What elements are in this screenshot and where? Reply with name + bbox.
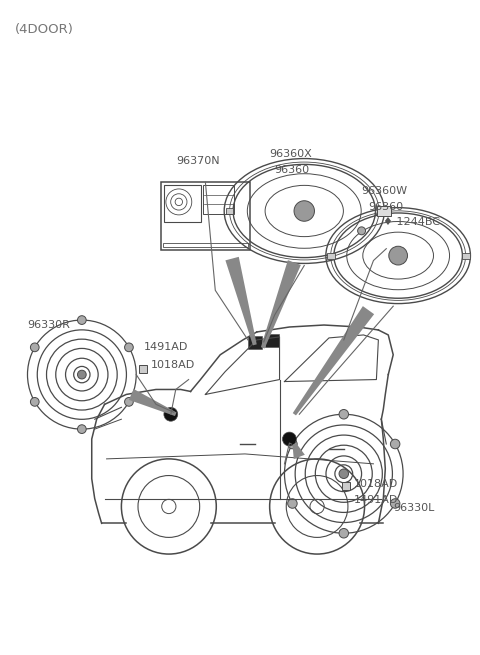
Polygon shape [226,257,257,345]
Bar [375,208,383,214]
Bar [226,208,233,214]
Bar [164,185,201,222]
Circle shape [390,498,400,508]
Bar [377,206,391,216]
Bar [327,253,335,259]
Text: ♦ 1244BC: ♦ 1244BC [384,217,440,227]
Bar [161,182,250,250]
Text: 96360X: 96360X [270,149,312,159]
Circle shape [288,440,297,449]
Polygon shape [261,260,301,348]
Bar [163,243,248,247]
Bar [342,481,350,490]
Bar [264,334,278,347]
Circle shape [389,246,408,265]
Text: 96330L: 96330L [393,504,434,514]
Polygon shape [293,306,374,415]
Text: 1491AD: 1491AD [144,342,189,352]
Circle shape [77,370,86,379]
Circle shape [294,200,314,221]
Text: 96330R: 96330R [27,320,71,330]
Circle shape [283,432,296,446]
Circle shape [288,498,297,508]
Bar [203,185,234,214]
Text: 1018AD: 1018AD [354,479,398,489]
Text: 96360W: 96360W [361,186,408,196]
Circle shape [125,398,133,406]
Circle shape [125,343,133,352]
Circle shape [30,398,39,406]
Bar [248,336,262,349]
Polygon shape [292,443,305,459]
Circle shape [339,409,348,419]
Circle shape [30,343,39,352]
Circle shape [77,425,86,434]
Bar [462,253,469,259]
Circle shape [164,407,178,421]
Circle shape [77,316,86,324]
Circle shape [358,227,366,234]
Text: 96370N: 96370N [176,157,219,166]
Text: (4DOOR): (4DOOR) [14,23,73,35]
Text: 96360: 96360 [369,202,404,212]
Polygon shape [129,389,177,416]
Circle shape [339,529,348,538]
Text: 1491AD: 1491AD [354,495,398,506]
Text: 1018AD: 1018AD [151,360,195,369]
Text: 96360: 96360 [275,165,310,176]
Circle shape [390,440,400,449]
Circle shape [339,469,348,479]
Bar [139,365,147,373]
